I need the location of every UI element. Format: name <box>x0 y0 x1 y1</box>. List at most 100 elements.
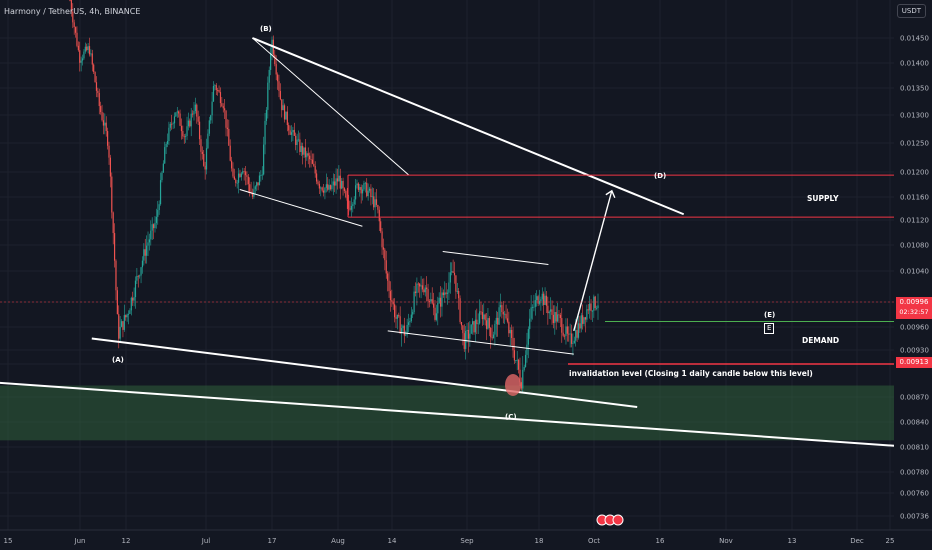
price-tick-label: 0.01400 <box>900 60 929 68</box>
candle-body <box>336 178 339 182</box>
price-tick-label: 0.00960 <box>900 324 929 332</box>
candle-body <box>572 342 574 344</box>
currency-button[interactable]: USDT <box>896 4 926 18</box>
price-axis-bg <box>894 0 932 550</box>
candle-body <box>286 111 288 126</box>
candle-body <box>205 148 208 170</box>
candle-body <box>367 190 369 197</box>
candle-body <box>584 317 587 320</box>
candle-body <box>144 249 146 256</box>
candle-body <box>400 328 403 334</box>
candle-body <box>474 319 477 333</box>
candle-body <box>451 271 453 273</box>
symbol-title[interactable]: Harmony / TetherUS, 4h, BINANCE <box>4 7 141 16</box>
candle-body <box>576 330 578 338</box>
candle-body <box>274 54 276 65</box>
candle-body <box>388 280 390 292</box>
time-tick-label: 15 <box>4 537 13 545</box>
candle-body <box>247 176 249 185</box>
candle-body <box>389 291 392 301</box>
candle-body <box>394 304 396 318</box>
candle-body <box>548 311 550 314</box>
candle-body <box>254 186 256 190</box>
candle-body <box>178 111 180 114</box>
levels <box>0 174 894 365</box>
candle-body <box>342 180 344 189</box>
time-tick-label: Aug <box>331 537 345 545</box>
candlesticks <box>69 0 599 393</box>
price-tick-label: 0.01350 <box>900 85 929 93</box>
wave-c-label: (C) <box>505 413 517 421</box>
candle-body <box>341 180 343 189</box>
candle-body <box>446 292 449 294</box>
candle-body <box>219 92 222 104</box>
candle-body <box>222 106 224 109</box>
candle-body <box>484 314 486 321</box>
candle-body <box>466 329 468 331</box>
candle-body <box>480 311 482 313</box>
candle-body <box>231 160 233 169</box>
candle-body <box>189 120 191 127</box>
candle-body <box>300 146 302 152</box>
candle-body <box>100 106 102 113</box>
candle-body <box>314 165 316 174</box>
candle-body <box>263 144 265 175</box>
candle-body <box>212 85 215 102</box>
wave-b-line <box>252 37 410 176</box>
candle-body <box>554 312 556 323</box>
trendline-outer <box>0 381 932 450</box>
candle-body <box>94 72 96 83</box>
time-axis: 15 Jun 12 Jul 17 Aug 14 Sep 18 Oct 16 Nov 13 Dec 25 <box>0 529 932 550</box>
candle-body <box>561 318 563 333</box>
current-price-value: 0.00996 <box>899 298 929 306</box>
candle-body <box>485 320 488 329</box>
candle-body <box>481 312 483 320</box>
time-tick-label: Sep <box>460 537 474 545</box>
candle-body <box>95 82 98 91</box>
candle-body <box>161 172 163 181</box>
candle-body <box>456 290 458 292</box>
candle-body <box>579 323 581 329</box>
candle-body <box>348 200 350 209</box>
candle-body <box>271 39 273 55</box>
candle-body <box>556 314 559 322</box>
candle-body <box>210 115 212 121</box>
candle-body <box>580 315 582 329</box>
candle-body <box>545 295 548 306</box>
candle-body <box>413 291 415 313</box>
candle-body <box>307 153 309 156</box>
candle-body <box>354 185 357 200</box>
projection-arrowhead <box>605 189 616 199</box>
candle-body <box>251 193 254 197</box>
candle-body <box>531 307 534 308</box>
candle-body <box>590 303 592 311</box>
candle-body <box>563 335 566 337</box>
candle-body <box>328 185 330 190</box>
candle-body <box>79 50 81 63</box>
time-tick-label: 25 <box>886 537 895 545</box>
candle-body <box>321 187 323 191</box>
candle-body <box>526 344 528 355</box>
candle-body <box>353 199 355 205</box>
candle-body <box>186 126 188 136</box>
candle-body <box>211 101 213 116</box>
time-tick-label: 18 <box>535 537 544 545</box>
time-tick-label: Jun <box>74 537 86 545</box>
wave-c-marker <box>505 374 521 396</box>
candle-body <box>229 145 231 161</box>
candle-body <box>534 300 536 307</box>
candle-body <box>586 309 588 320</box>
candle-body <box>445 292 447 294</box>
time-tick-label: Nov <box>719 537 733 545</box>
candle-body <box>522 369 524 389</box>
candle-body <box>182 131 184 137</box>
candle-body <box>364 182 366 184</box>
candle-body <box>467 329 470 339</box>
candle-body <box>109 157 112 177</box>
candle-body <box>253 189 255 197</box>
candle-body <box>357 183 359 190</box>
candle-body <box>150 230 152 240</box>
candle-body <box>497 317 499 325</box>
candle-body <box>120 321 123 327</box>
